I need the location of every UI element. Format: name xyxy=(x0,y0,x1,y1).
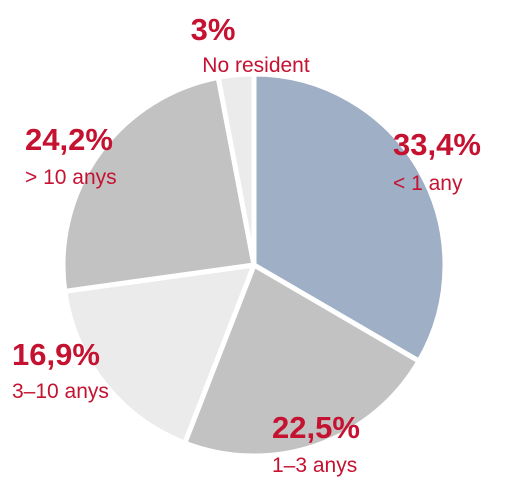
pie-slice xyxy=(60,74,257,294)
category-label: No resident xyxy=(202,54,310,77)
value-label: 24,2% xyxy=(25,122,113,157)
pie-slice xyxy=(62,262,257,446)
value-label: 22,5% xyxy=(272,410,360,445)
value-label: 3% xyxy=(191,12,236,47)
category-label: < 1 any xyxy=(393,172,463,195)
value-label: 16,9% xyxy=(12,337,100,372)
category-label: 3–10 anys xyxy=(12,380,109,403)
pie-slice xyxy=(251,71,448,364)
pie-slice xyxy=(182,262,422,459)
pie-slice xyxy=(215,71,257,268)
value-label: 33,4% xyxy=(393,127,481,162)
category-label: 1–3 anys xyxy=(272,454,357,477)
category-label: > 10 anys xyxy=(25,166,117,189)
